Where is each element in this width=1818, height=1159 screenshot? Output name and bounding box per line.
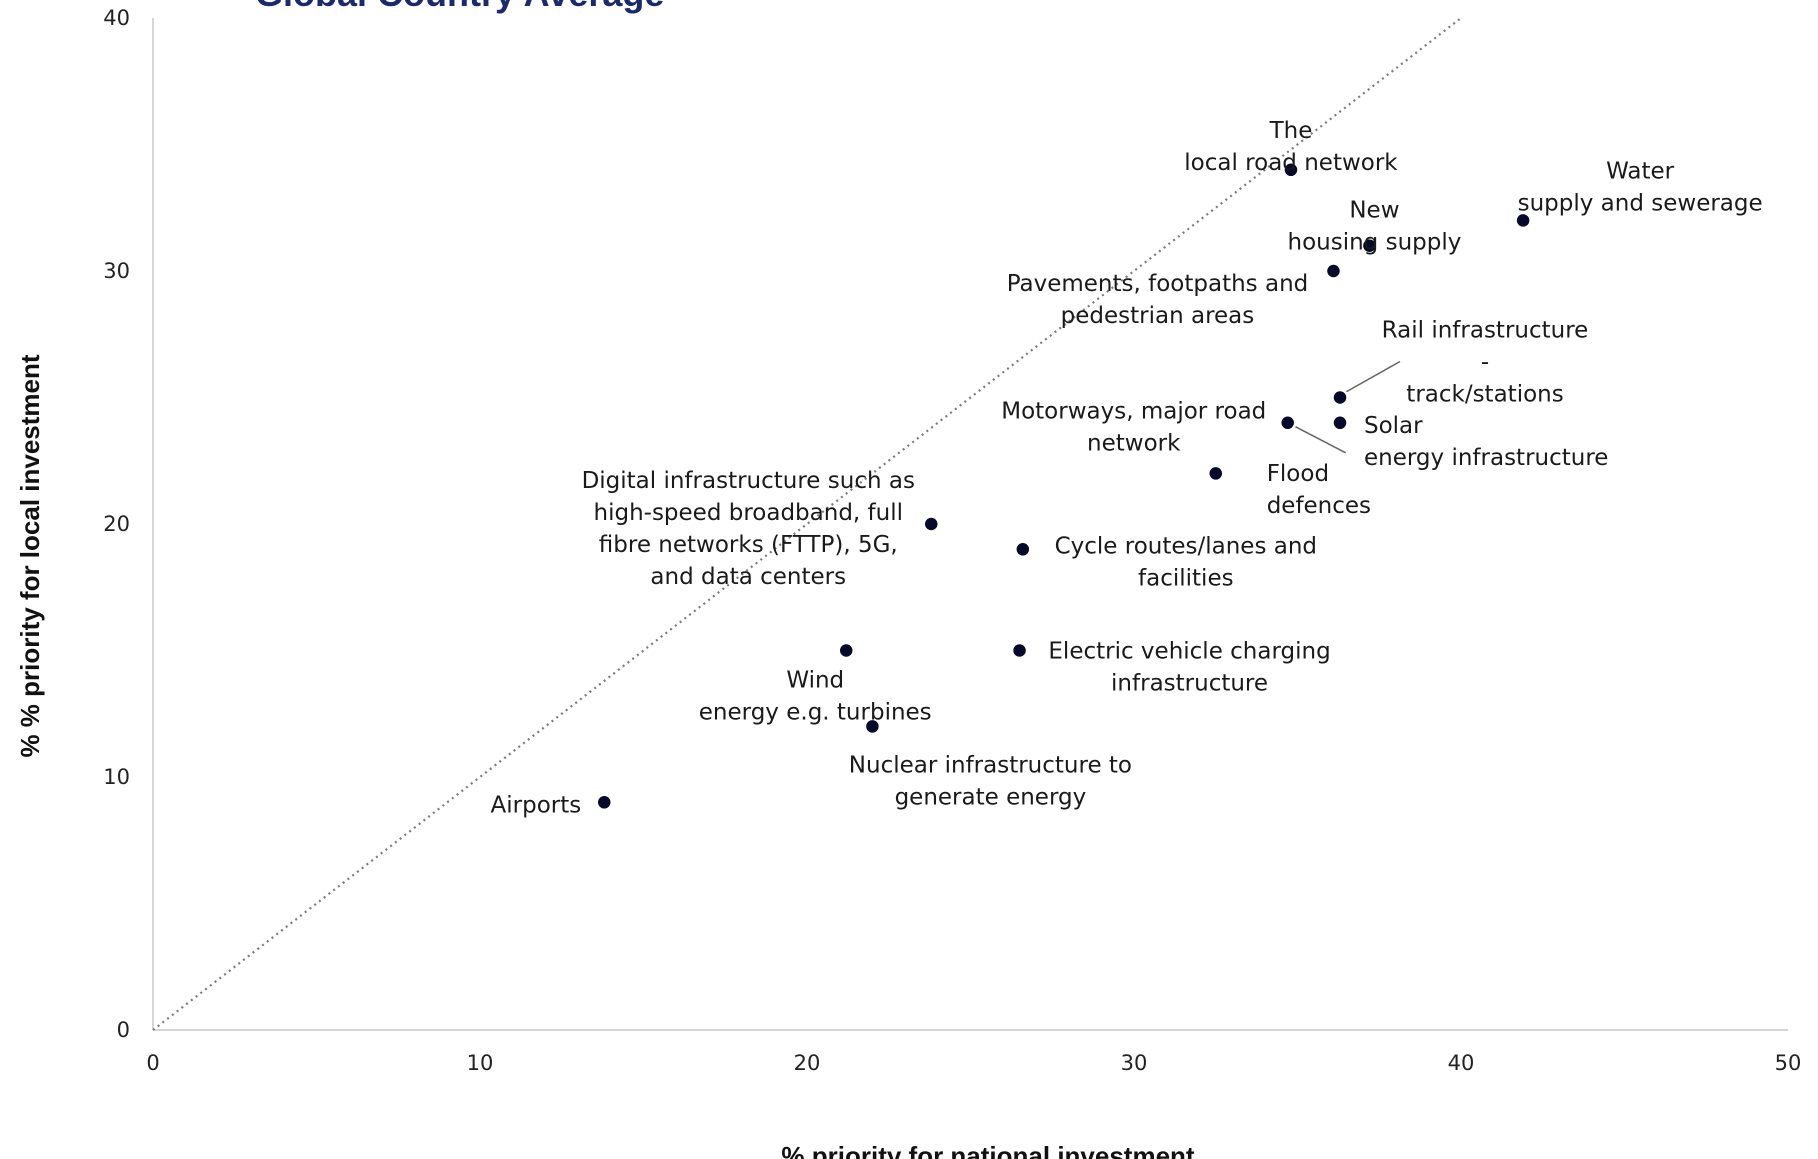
- point-labels: The local road network Water supply and sew…: [491, 118, 1763, 818]
- point-label: Cycle routes/lanes and facilities: [1055, 533, 1317, 591]
- data-point: [1207, 464, 1225, 483]
- x-tick-label: 10: [467, 1051, 494, 1075]
- axes: 0 10 20 30 40 50 0 10 20 30 40: [103, 6, 1801, 1075]
- point-label: Wind energy e.g. turbines: [699, 668, 932, 726]
- x-tick-label: 40: [1448, 1051, 1475, 1075]
- point-label: Water supply and sewerage: [1518, 158, 1763, 216]
- point-label: Airports: [491, 792, 582, 818]
- data-point: [595, 793, 614, 812]
- data-point: [1331, 388, 1349, 407]
- y-tick-label: 30: [103, 259, 130, 283]
- point-label: Electric vehicle charging infrastructure: [1048, 639, 1330, 697]
- x-tick-label: 30: [1121, 1051, 1148, 1075]
- data-point: [863, 717, 882, 736]
- leader-lines: [1293, 360, 1401, 454]
- data-point: [1514, 211, 1532, 230]
- x-tick-label: 0: [146, 1051, 159, 1075]
- point-label: The local road network: [1184, 118, 1398, 176]
- data-point: [922, 515, 941, 533]
- data-point: [1324, 262, 1343, 280]
- y-tick-label: 0: [117, 1018, 130, 1042]
- point-label: Motorways, major road network: [1001, 398, 1266, 456]
- point-label: Flood defences: [1267, 461, 1371, 519]
- data-point: [1331, 414, 1349, 432]
- point-label: New housing supply: [1288, 198, 1462, 256]
- point-label: Nuclear infrastructure to generate energy: [849, 752, 1132, 810]
- chart-title: Global Country Average: [255, 0, 664, 14]
- x-axis-title: % priority for national investment: [781, 1141, 1195, 1159]
- leader-line: [1293, 425, 1347, 454]
- data-points: [595, 161, 1532, 812]
- data-point: [1014, 540, 1032, 559]
- data-point: [837, 641, 855, 660]
- y-tick-label: 10: [103, 765, 130, 789]
- x-tick-label: 50: [1775, 1051, 1802, 1075]
- data-point: [1360, 236, 1379, 255]
- data-point: [1282, 161, 1300, 179]
- data-point: [1010, 641, 1029, 660]
- y-tick-label: 20: [103, 512, 130, 536]
- point-label: Solar energy infrastructure: [1364, 413, 1608, 471]
- leader-line: [1344, 360, 1401, 394]
- y-axis-title: % % priority for local investment: [15, 354, 45, 757]
- point-label: Digital infrastructure such as high-speed…: [582, 468, 915, 590]
- y-tick-label: 40: [103, 6, 130, 30]
- data-point: [1278, 414, 1297, 432]
- point-label: Pavements, footpaths and pedestrian areas: [1007, 271, 1309, 329]
- point-label: Rail infrastructure -track/stations: [1382, 318, 1589, 408]
- x-tick-label: 20: [794, 1051, 821, 1075]
